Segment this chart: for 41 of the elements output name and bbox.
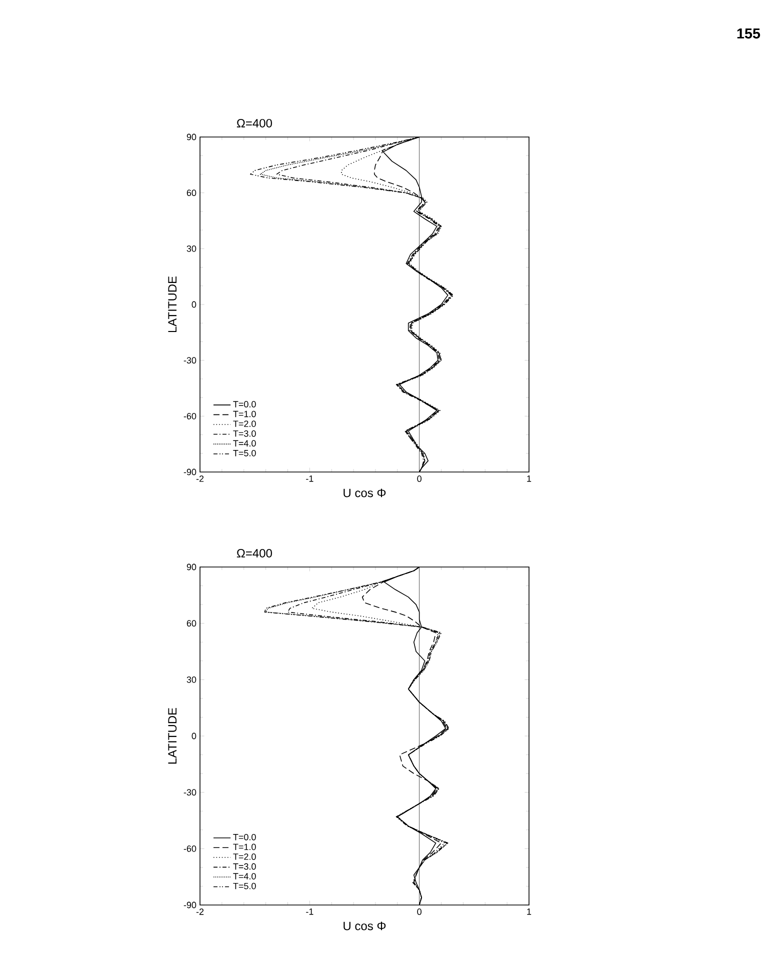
legend-label: T=4.0 xyxy=(233,440,256,447)
legend-label: T=2.0 xyxy=(233,420,256,427)
legend-label: T=1.0 xyxy=(233,844,256,850)
x-tick-label: -2 xyxy=(196,476,204,482)
x-tick-label: -1 xyxy=(306,908,314,915)
x-tick-label: 0 xyxy=(417,908,422,915)
y-tick-label: 0 xyxy=(192,732,196,740)
legend-label: T=3.0 xyxy=(233,863,256,870)
y-tick-label: -60 xyxy=(184,412,196,420)
y-tick-label: 30 xyxy=(186,676,196,683)
legend-label: T=5.0 xyxy=(233,882,256,890)
y-tick-label: 90 xyxy=(186,134,196,140)
y-tick-label: 90 xyxy=(186,564,196,570)
text: 155 xyxy=(737,28,760,39)
y-axis-title: LATITUDE xyxy=(168,708,177,764)
y-tick-label: -30 xyxy=(184,789,196,796)
legend-label: T=1.0 xyxy=(233,410,256,418)
y-tick-label: -90 xyxy=(184,902,196,908)
y-tick-label: -30 xyxy=(184,357,196,364)
y-axis-title: LATITUDE xyxy=(168,276,177,332)
x-tick-label: -2 xyxy=(196,908,204,915)
legend-label: T=0.0 xyxy=(233,401,256,408)
y-tick-label: 60 xyxy=(186,190,196,196)
x-tick-label: 0 xyxy=(417,476,422,482)
legend-label: T=0.0 xyxy=(233,834,256,840)
legend-label: T=3.0 xyxy=(233,430,256,437)
y-tick-label: 60 xyxy=(186,620,196,627)
x-axis-title: U cos Φ xyxy=(344,922,386,930)
x-tick-label: 1 xyxy=(527,908,532,915)
chart-title: Ω=400 xyxy=(236,118,272,128)
legend-label: T=2.0 xyxy=(233,854,256,860)
y-tick-label: -60 xyxy=(184,845,196,852)
legend-label: T=4.0 xyxy=(233,873,256,880)
y-tick-label: 30 xyxy=(186,245,196,252)
chart-title: Ω=400 xyxy=(236,548,272,558)
legend-label: T=5.0 xyxy=(233,450,256,456)
x-tick-label: -1 xyxy=(306,476,314,482)
y-tick-label: -90 xyxy=(184,468,196,476)
x-axis-title: U cos Φ xyxy=(344,488,386,498)
x-tick-label: 1 xyxy=(527,476,532,482)
y-tick-label: 0 xyxy=(192,301,196,308)
